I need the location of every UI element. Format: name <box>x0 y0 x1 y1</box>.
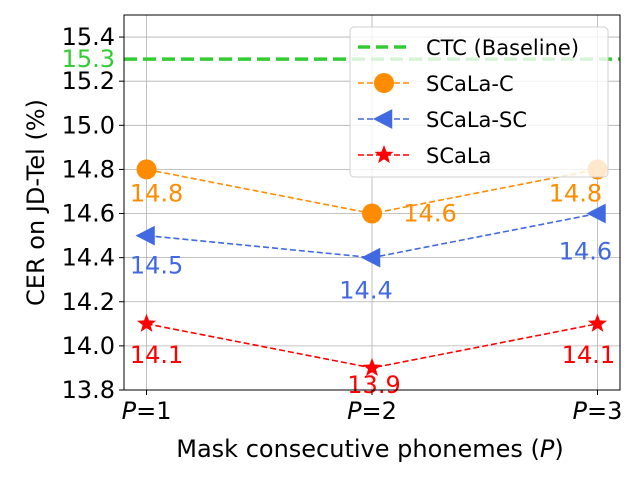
x-axis-label: Mask consecutive phonemes (P) <box>176 435 564 463</box>
data-label: 14.6 <box>403 200 456 228</box>
data-point <box>361 247 381 268</box>
data-label: 14.1 <box>130 341 183 369</box>
data-point <box>374 145 394 164</box>
data-point <box>373 109 393 129</box>
series-scala-sc <box>135 203 606 268</box>
x-tick-label: P=1 <box>122 397 172 425</box>
data-point <box>362 357 382 376</box>
data-point <box>586 203 606 224</box>
legend-entry-label: SCaLa-C <box>426 72 514 96</box>
x-tick-label: P=2 <box>347 397 397 425</box>
legend-entry-label: CTC (Baseline) <box>426 36 579 60</box>
data-label: 13.9 <box>347 371 400 399</box>
x-axis-ticks: P=1 P=2 P=3 <box>122 390 623 425</box>
data-label: 14.4 <box>339 277 392 305</box>
data-label: 14.1 <box>562 341 615 369</box>
data-labels: 14.8 14.6 14.8 14.5 14.4 14.6 14.1 13.9 14.1 <box>130 179 615 399</box>
data-point <box>136 159 157 180</box>
data-point <box>374 73 394 93</box>
y-tick-label: 14.6 <box>62 200 115 228</box>
legend-entry-label: SCaLa-SC <box>426 108 527 132</box>
y-tick-label: 14.8 <box>62 155 115 183</box>
data-label: 14.8 <box>130 179 183 207</box>
y-tick-label: 13.8 <box>62 376 115 404</box>
y-tick-label: 14.4 <box>62 244 115 272</box>
y-axis-ticks: 13.8 14.0 14.2 14.4 14.6 14.8 15.0 15.2 15.4 <box>62 23 124 404</box>
legend-box <box>349 26 609 178</box>
data-label: 14.8 <box>549 179 602 207</box>
data-point <box>587 313 607 332</box>
baseline-value-label: 15.3 <box>62 45 115 73</box>
y-tick-label: 14.0 <box>62 332 115 360</box>
data-point <box>135 225 155 246</box>
data-point <box>362 203 382 224</box>
series-scala <box>137 313 607 376</box>
legend-entry-label: SCaLa <box>426 144 491 168</box>
y-tick-label: 15.2 <box>62 67 115 95</box>
legend: CTC (Baseline) SCaLa-C SCaLa-SC SCaLa <box>349 26 609 178</box>
y-tick-label: 14.2 <box>62 288 115 316</box>
y-tick-label: 15.4 <box>62 23 115 51</box>
y-axis-label: CER on JD-Tel (%) <box>22 99 50 306</box>
data-point <box>137 313 157 332</box>
x-tick-label: P=3 <box>573 397 623 425</box>
data-label: 14.6 <box>559 238 612 266</box>
data-label: 14.5 <box>130 252 183 280</box>
series-lines <box>135 159 608 376</box>
y-tick-label: 15.0 <box>62 111 115 139</box>
